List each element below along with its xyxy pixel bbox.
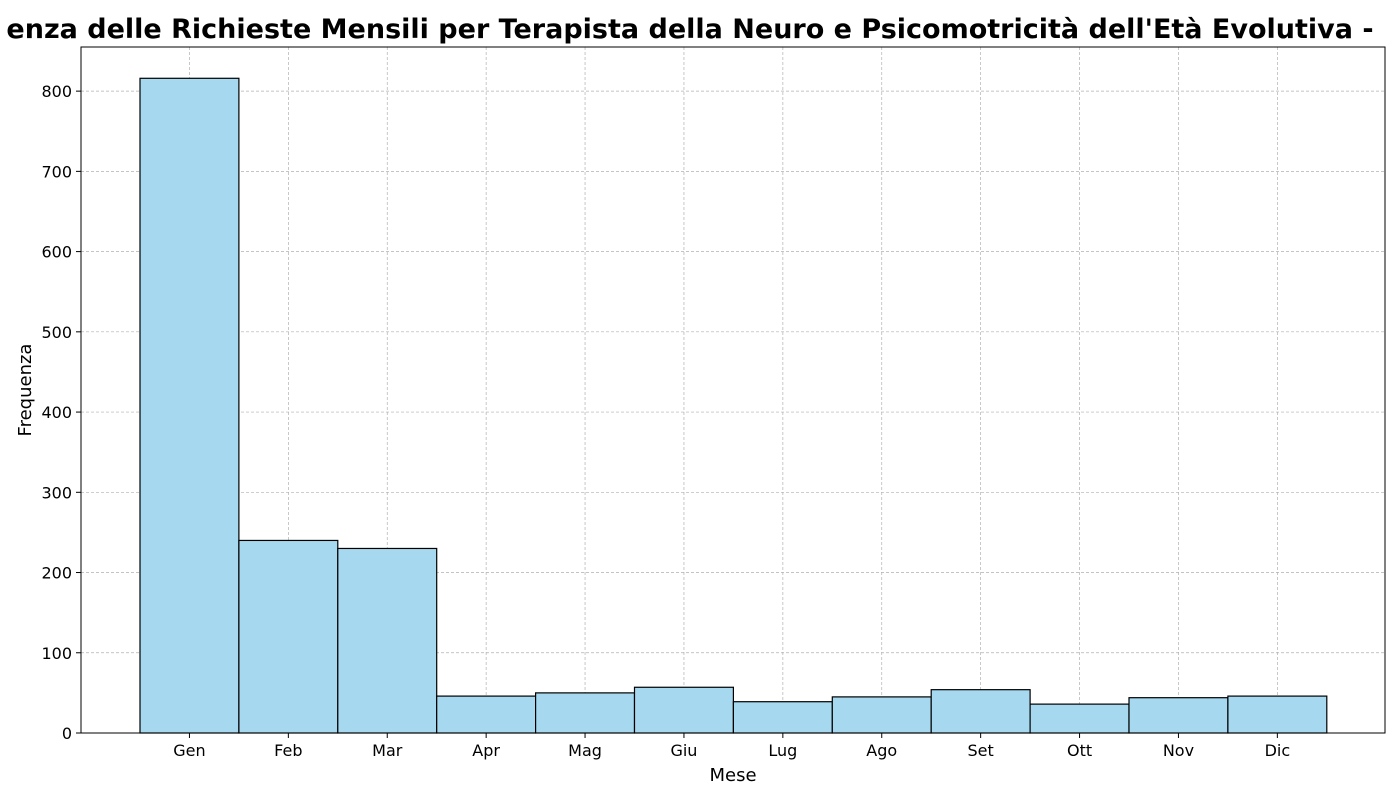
bar-lug	[732, 701, 833, 734]
x-tick-label-gen: Gen	[173, 741, 205, 760]
bar-gen	[139, 77, 240, 734]
bar-ago	[831, 696, 932, 734]
x-tick-label-apr: Apr	[472, 741, 500, 760]
bar-mar	[337, 547, 438, 734]
y-tick-label: 600	[41, 243, 72, 262]
y-tick-labels: 0 100 200 300 400 500 600 700 800	[41, 82, 81, 743]
x-tick-label-mag: Mag	[568, 741, 602, 760]
x-axis-label: Mese	[709, 765, 756, 786]
x-tick-label-dic: Dic	[1265, 741, 1291, 760]
plot-frame	[80, 46, 1386, 734]
y-tick-label: 500	[41, 323, 72, 342]
bar-ott	[1029, 703, 1130, 734]
y-tick-label: 700	[41, 162, 72, 181]
y-tick-label: 100	[41, 644, 72, 663]
bar-feb	[238, 539, 339, 734]
bars	[139, 77, 1328, 734]
chart-title: enza delle Richieste Mensili per Terapis…	[6, 14, 1373, 45]
y-tick-label: 0	[62, 724, 72, 743]
x-tick-label-feb: Feb	[274, 741, 302, 760]
bar-mag	[534, 692, 636, 734]
bar-nov	[1128, 697, 1229, 734]
bar-apr	[436, 695, 537, 734]
y-axis-label: Frequenza	[15, 344, 36, 437]
y-tick-label: 800	[41, 82, 72, 101]
x-tick-label-mar: Mar	[372, 741, 403, 760]
x-tick-labels: Gen Feb Mar Apr Mag Giu Lug Ago Set Ott Nov Dic	[173, 733, 1290, 760]
x-tick-label-ago: Ago	[866, 741, 897, 760]
x-tick-label-ott: Ott	[1067, 741, 1092, 760]
x-tick-label-set: Set	[968, 741, 994, 760]
bar-giu	[633, 686, 735, 734]
x-tick-label-nov: Nov	[1163, 741, 1194, 760]
y-tick-label: 400	[41, 403, 72, 422]
x-tick-label-lug: Lug	[768, 741, 797, 760]
y-tick-label: 300	[41, 483, 72, 502]
bar-dic	[1227, 695, 1328, 734]
y-tick-label: 200	[41, 564, 72, 583]
bar-set	[930, 689, 1031, 734]
x-tick-label-giu: Giu	[670, 741, 697, 760]
